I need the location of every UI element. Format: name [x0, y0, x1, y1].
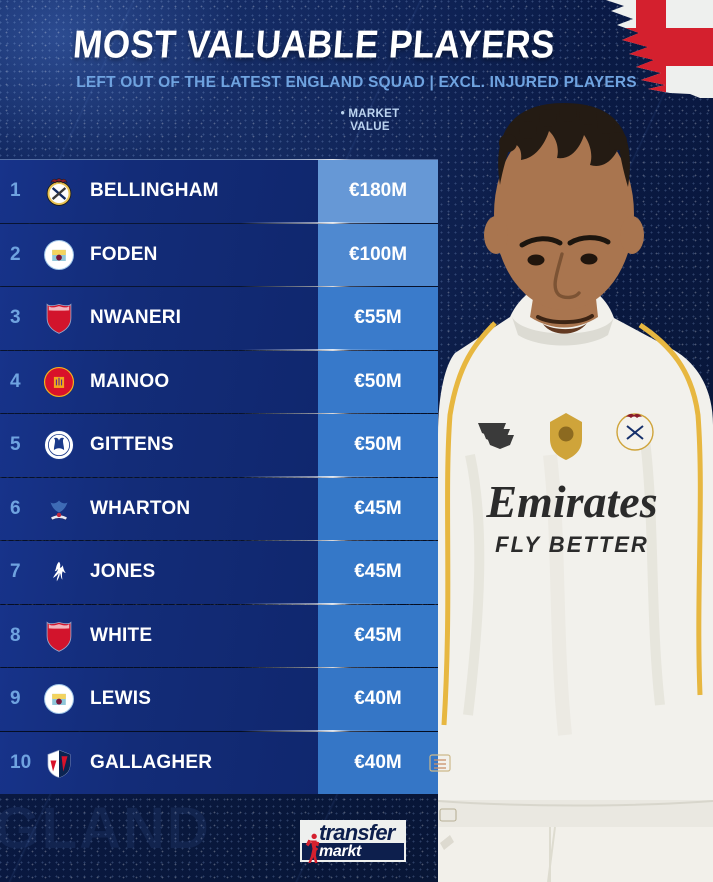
- svg-text:Emirates: Emirates: [485, 476, 657, 527]
- svg-text:FLY BETTER: FLY BETTER: [495, 532, 649, 557]
